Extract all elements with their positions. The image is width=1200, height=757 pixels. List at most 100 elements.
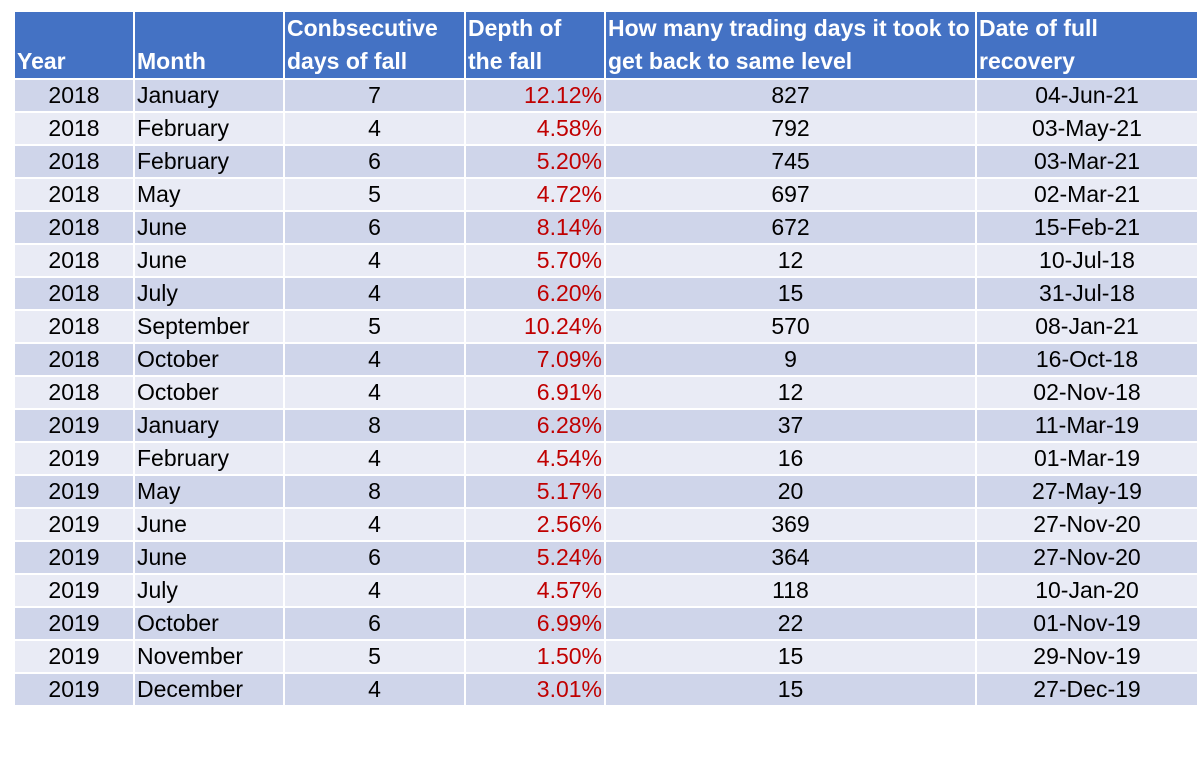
table-cell: 15 — [604, 276, 977, 311]
table-cell: 5 — [283, 177, 466, 212]
table-cell: 4 — [283, 441, 466, 476]
table-cell: 4 — [283, 342, 466, 377]
table-cell: May — [133, 474, 285, 509]
table-cell: June — [133, 507, 285, 542]
table-cell: 2019 — [13, 441, 135, 476]
table-cell: 2019 — [13, 639, 135, 674]
table-cell: 118 — [604, 573, 977, 608]
table-row: 2019 February 4 4.54% 16 01-Mar-19 — [13, 441, 1199, 476]
table-cell: October — [133, 342, 285, 377]
table-cell: 4.54% — [464, 441, 606, 476]
header-cell: How many trading days it took to get bac… — [604, 10, 977, 80]
table-cell: 5.17% — [464, 474, 606, 509]
table-row: 2018 January 7 12.12% 827 04-Jun-21 — [13, 78, 1199, 113]
table-row: 2018 May 5 4.72% 697 02-Mar-21 — [13, 177, 1199, 212]
table-cell: 672 — [604, 210, 977, 245]
table-row: 2019 June 6 5.24% 364 27-Nov-20 — [13, 540, 1199, 575]
table-cell: 08-Jan-21 — [975, 309, 1199, 344]
table-row: 2019 June 4 2.56% 369 27-Nov-20 — [13, 507, 1199, 542]
table-cell: January — [133, 78, 285, 113]
table-cell: 15 — [604, 672, 977, 707]
table-cell: 1.50% — [464, 639, 606, 674]
table-cell: 4 — [283, 507, 466, 542]
table-cell: 364 — [604, 540, 977, 575]
table-cell: 570 — [604, 309, 977, 344]
table-cell: 369 — [604, 507, 977, 542]
table-cell: 10.24% — [464, 309, 606, 344]
table-row: 2018 October 4 7.09% 9 16-Oct-18 — [13, 342, 1199, 377]
table-cell: 11-Mar-19 — [975, 408, 1199, 443]
table-cell: 01-Nov-19 — [975, 606, 1199, 641]
table-cell: 9 — [604, 342, 977, 377]
table-row: 2019 November 5 1.50% 15 29-Nov-19 — [13, 639, 1199, 674]
table-row: 2018 September 5 10.24% 570 08-Jan-21 — [13, 309, 1199, 344]
table-cell: February — [133, 441, 285, 476]
table-cell: 16-Oct-18 — [975, 342, 1199, 377]
table-cell: 2019 — [13, 573, 135, 608]
table-row: 2019 July 4 4.57% 118 10-Jan-20 — [13, 573, 1199, 608]
header-cell: Date of full recovery — [975, 10, 1199, 80]
table-cell: 4.72% — [464, 177, 606, 212]
table-cell: 15 — [604, 639, 977, 674]
table-cell: 4 — [283, 243, 466, 278]
table-cell: 6.20% — [464, 276, 606, 311]
table-cell: 2019 — [13, 672, 135, 707]
header-cell: Month — [133, 10, 285, 80]
table-cell: 5.20% — [464, 144, 606, 179]
table-cell: 22 — [604, 606, 977, 641]
table-cell: 12 — [604, 375, 977, 410]
table-cell: 2018 — [13, 342, 135, 377]
table-cell: 2019 — [13, 474, 135, 509]
table-cell: 6 — [283, 606, 466, 641]
table-cell: January — [133, 408, 285, 443]
table-cell: 6.99% — [464, 606, 606, 641]
table-cell: 5.70% — [464, 243, 606, 278]
header-row: Year Month Conbsecutive days of fall Depth … — [13, 10, 1199, 80]
table-row: 2019 October 6 6.99% 22 01-Nov-19 — [13, 606, 1199, 641]
table-cell: September — [133, 309, 285, 344]
table-cell: 6.28% — [464, 408, 606, 443]
table-cell: 2018 — [13, 276, 135, 311]
table-cell: 27-May-19 — [975, 474, 1199, 509]
table-cell: 2018 — [13, 78, 135, 113]
table-row: 2018 October 4 6.91% 12 02-Nov-18 — [13, 375, 1199, 410]
header-cell: Conbsecutive days of fall — [283, 10, 466, 80]
table-cell: 4 — [283, 375, 466, 410]
table-row: 2018 June 4 5.70% 12 10-Jul-18 — [13, 243, 1199, 278]
table-row: 2018 July 4 6.20% 15 31-Jul-18 — [13, 276, 1199, 311]
table-cell: June — [133, 210, 285, 245]
table-cell: 2018 — [13, 111, 135, 146]
table-cell: 2018 — [13, 144, 135, 179]
table-row: 2019 January 8 6.28% 37 11-Mar-19 — [13, 408, 1199, 443]
table-cell: 2018 — [13, 309, 135, 344]
table-cell: February — [133, 144, 285, 179]
header-cell: Depth of the fall — [464, 10, 606, 80]
table-cell: 2018 — [13, 375, 135, 410]
table-cell: 15-Feb-21 — [975, 210, 1199, 245]
table-cell: 10-Jul-18 — [975, 243, 1199, 278]
table-cell: 2018 — [13, 210, 135, 245]
table-cell: 7.09% — [464, 342, 606, 377]
table-cell: May — [133, 177, 285, 212]
table-cell: October — [133, 375, 285, 410]
table-cell: 2019 — [13, 408, 135, 443]
table-cell: 8 — [283, 408, 466, 443]
table-cell: 4 — [283, 111, 466, 146]
table-cell: 8 — [283, 474, 466, 509]
table-cell: June — [133, 540, 285, 575]
table-cell: July — [133, 573, 285, 608]
table-cell: 4 — [283, 672, 466, 707]
table-row: 2019 December 4 3.01% 15 27-Dec-19 — [13, 672, 1199, 707]
table-cell: 827 — [604, 78, 977, 113]
table-cell: 6 — [283, 540, 466, 575]
table-row: 2018 February 6 5.20% 745 03-Mar-21 — [13, 144, 1199, 179]
table-cell: 10-Jan-20 — [975, 573, 1199, 608]
data-table: Year Month Conbsecutive days of fall Depth … — [13, 10, 1199, 707]
table-cell: 5 — [283, 309, 466, 344]
table-body: 2018 January 7 12.12% 827 04-Jun-21 2018 Februa… — [13, 78, 1199, 707]
table-cell: 27-Nov-20 — [975, 540, 1199, 575]
table-cell: 2019 — [13, 507, 135, 542]
table-cell: 27-Nov-20 — [975, 507, 1199, 542]
table-cell: 6.91% — [464, 375, 606, 410]
table-cell: 2019 — [13, 606, 135, 641]
